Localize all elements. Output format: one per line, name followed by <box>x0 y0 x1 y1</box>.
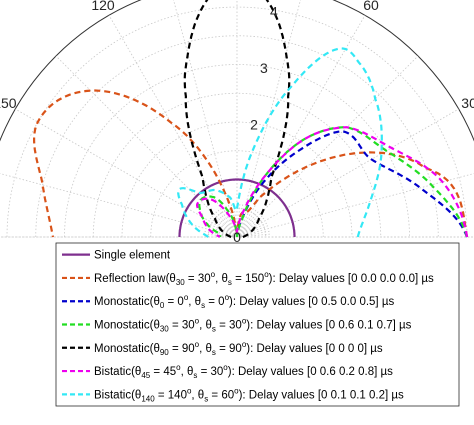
r-tick-label: 4 <box>270 3 278 19</box>
legend-label-main: Bistatic <box>94 389 131 401</box>
theta-i-sub: 45 <box>141 371 150 380</box>
angle-tick-label: 150 <box>0 95 17 111</box>
legend-entry: Bistatic(θ45 = 45o, θs = 30o): Delay val… <box>94 363 393 380</box>
legend-label-tail: : Delay values [0 0.6 0.2 0.8] µs <box>232 366 394 378</box>
angle-tick-label: 30 <box>461 95 474 111</box>
r-tick-label: 3 <box>260 60 268 76</box>
legend-entry: Monostatic(θ90 = 90o, θs = 90o): Delay v… <box>94 340 383 357</box>
angle-tick-label: 60 <box>363 0 379 13</box>
grid-spoke <box>236 222 269 238</box>
series-line-6 <box>177 47 383 238</box>
legend-label-tail: : Delay values [0 0 0 0] µs <box>250 343 383 355</box>
grid-spoke <box>236 55 419 238</box>
grid-spoke <box>236 210 260 238</box>
angle-tick-label: 120 <box>91 0 115 13</box>
legend-entry: Single element <box>94 250 171 262</box>
grid-spoke <box>236 233 272 238</box>
legend-entry: Monostatic(θ30 = 30o, θs = 30o): Delay v… <box>94 317 412 334</box>
theta-i-sub: 30 <box>176 278 185 287</box>
grid-spoke <box>173 0 238 238</box>
grid-spoke <box>216 208 238 238</box>
legend-label-tail: : Delay values [0 0.0 0.0 0.0] µs <box>272 273 434 285</box>
grid-spoke <box>202 233 238 238</box>
grid-spoke <box>236 15 366 238</box>
series-line-1 <box>33 89 469 238</box>
grid-spoke <box>15 108 238 238</box>
grid-spoke <box>108 15 238 238</box>
legend-label-tail: : Delay values [0 0.6 0.1 0.7] µs <box>250 320 412 332</box>
grid-spoke <box>222 205 238 238</box>
theta-i-sub: 30 <box>160 325 169 334</box>
legend-label-tail: : Delay values [0 0.5 0.0 0.5] µs <box>233 296 395 308</box>
series-line-3 <box>198 126 469 238</box>
grid-spoke <box>236 216 266 238</box>
grid-spoke <box>236 202 241 238</box>
grid-spoke <box>236 202 244 238</box>
grid-spoke <box>55 55 238 238</box>
grid-ring <box>6 6 468 238</box>
legend: Single element Reflection law(θ30 = 30o, … <box>55 242 460 407</box>
theta-i-sub: 90 <box>160 348 169 357</box>
series-line-4 <box>183 0 291 239</box>
series-layer <box>33 0 469 239</box>
grid-spoke <box>204 224 238 238</box>
legend-entry: Reflection law(θ30 = 30o, θs = 150o): De… <box>94 270 434 287</box>
grid-spoke <box>236 230 272 238</box>
grid-spoke <box>236 208 258 238</box>
legend-entry: Monostatic(θ0 = 0o, θs = 0o): Delay valu… <box>94 293 394 310</box>
grid-spoke <box>236 108 459 238</box>
legend-box <box>55 242 460 407</box>
grid-ring <box>35 35 439 238</box>
grid-spoke <box>205 222 238 238</box>
legend-entry: Bistatic(θ140 = 140o, θs = 60o): Delay v… <box>94 386 404 403</box>
polar-grid <box>0 0 474 238</box>
legend-label-main: Monostatic <box>94 320 150 332</box>
series-line-0 <box>178 178 296 237</box>
series-line-5 <box>196 126 469 238</box>
tick-labels: 30 60 120 150 2 3 4 0 <box>0 0 474 245</box>
r-tick-label: 2 <box>250 117 258 133</box>
outer-ring <box>0 0 474 142</box>
theta-i-sub: 0 <box>160 301 165 310</box>
legend-label-main: Bistatic <box>94 366 131 378</box>
grid-spoke <box>202 230 238 238</box>
legend-label-main: Monostatic <box>94 343 150 355</box>
legend-label-main: Single element <box>94 250 171 262</box>
legend-label-tail: : Delay values [0 0.1 0.1 0.2] µs <box>242 389 404 401</box>
grid-ring <box>92 92 382 238</box>
grid-spoke <box>236 224 270 238</box>
legend-label-main: Reflection law <box>94 273 166 285</box>
grid-spoke <box>208 216 238 238</box>
grid-spoke <box>0 173 238 238</box>
theta-i-sub: 140 <box>141 394 155 403</box>
origin-tick-label: 0 <box>233 229 241 245</box>
grid-spoke <box>214 210 238 238</box>
grid-spoke <box>236 173 474 238</box>
legend-label-main: Monostatic <box>94 296 150 308</box>
grid-spoke <box>236 0 301 238</box>
